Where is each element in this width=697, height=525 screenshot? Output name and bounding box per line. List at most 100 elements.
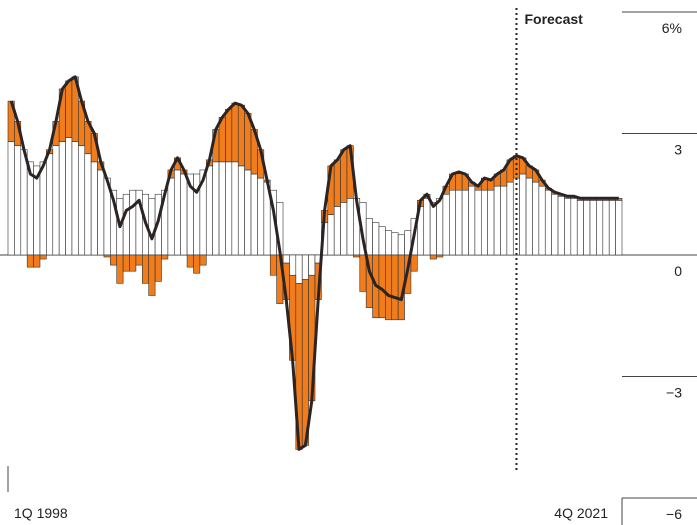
bar-segment: [122, 193, 130, 256]
bar-segment: [327, 214, 335, 256]
bar-segment: [333, 206, 341, 256]
bar-segment: [231, 161, 239, 256]
bar-segment: [570, 198, 578, 256]
bar-segment: [500, 185, 508, 256]
bar-segment: [173, 169, 181, 256]
bar-segment: [39, 254, 47, 260]
bar-segment: [365, 218, 373, 256]
bar-segment: [372, 222, 380, 256]
bar-segment: [116, 254, 124, 284]
bar-segment: [449, 189, 457, 256]
bar-segment: [289, 254, 297, 276]
bar-segment: [212, 161, 220, 256]
bar-segment: [78, 145, 86, 256]
x-tick-label: 4Q 2021: [554, 505, 608, 521]
bar-segment: [436, 254, 444, 258]
bar-segment: [615, 200, 623, 256]
bar-segment: [52, 145, 60, 256]
bar-segment: [480, 189, 488, 256]
bar-segment: [455, 171, 463, 191]
bar-segment: [110, 254, 118, 266]
bar-segment: [20, 149, 28, 256]
bar-segment: [135, 254, 143, 266]
annotation: Forecast: [524, 11, 583, 27]
bar-segment: [397, 234, 405, 256]
bar-segment: [359, 254, 367, 292]
bar-segment: [333, 159, 341, 207]
bar-segment: [385, 230, 393, 256]
bar-segment: [551, 193, 559, 256]
bar-segment: [65, 137, 73, 256]
bar-segment: [225, 161, 233, 256]
bar-segment: [525, 177, 533, 256]
bar-segment: [353, 254, 361, 258]
bar-segment: [532, 181, 540, 256]
bar-segment: [295, 254, 303, 284]
bar-segment: [244, 169, 252, 256]
bar-segment: [474, 189, 482, 256]
bar-segment: [429, 202, 437, 256]
bar-segment: [506, 181, 514, 256]
bar-segment: [257, 177, 265, 256]
bar-segment: [237, 165, 245, 256]
bar-segment: [391, 232, 399, 256]
bar-segment: [282, 254, 290, 264]
bar-segment: [596, 200, 604, 256]
bar-segment: [308, 254, 316, 276]
bar-segment: [487, 179, 495, 191]
bar-segment: [225, 108, 233, 163]
bar-segment: [461, 189, 469, 256]
bar-segment: [154, 254, 162, 282]
bar-segment: [557, 195, 565, 256]
bar-segment: [237, 104, 245, 167]
bar-segment: [71, 141, 79, 256]
bar-segment: [7, 141, 15, 256]
bar-segment: [90, 161, 98, 256]
bar-segment: [161, 254, 169, 260]
bar-segment: [378, 226, 386, 256]
bar-segment: [186, 254, 194, 268]
bar-segment: [97, 169, 105, 256]
bar-segment: [180, 173, 188, 256]
bar-segment: [519, 173, 527, 256]
bar-segment: [33, 254, 41, 268]
bar-segment: [538, 185, 546, 256]
bar-segment: [391, 254, 399, 321]
bar-segment: [468, 185, 476, 256]
bar-segment: [269, 254, 277, 276]
bar-segment: [385, 254, 393, 321]
bar-segment: [301, 254, 309, 280]
bar-segment: [429, 254, 437, 260]
bar-segment: [58, 141, 66, 256]
bar-segment: [122, 254, 130, 272]
bar-segment: [205, 165, 213, 256]
bar-segment: [26, 254, 34, 268]
bar-segment: [142, 254, 150, 284]
bar-segment: [410, 254, 418, 272]
y-tick-label: 3: [674, 142, 682, 158]
bar-segment: [103, 254, 111, 258]
bar-segment: [423, 198, 431, 256]
bar-segment: [65, 80, 73, 138]
bar-segment: [544, 189, 552, 256]
bar-segment: [46, 153, 54, 256]
bar-segment: [602, 200, 610, 256]
bar-segment: [148, 254, 156, 296]
bar-segment: [199, 254, 207, 266]
bar-segment: [608, 200, 616, 256]
bar-segment: [346, 198, 354, 256]
bar-segment: [84, 153, 92, 256]
y-tick-label: −6: [666, 506, 682, 522]
bar-segment: [250, 173, 258, 256]
bar-segment: [129, 254, 137, 272]
bar-segment: [218, 161, 226, 256]
y-tick-label: 0: [674, 263, 682, 279]
bar-segment: [167, 177, 175, 256]
y-tick-label: 6%: [662, 20, 682, 36]
bar-segment: [442, 193, 450, 256]
bar-segment: [340, 202, 348, 256]
bar-segment: [487, 189, 495, 256]
bar-segment: [129, 189, 137, 256]
bar-segment: [39, 161, 47, 256]
